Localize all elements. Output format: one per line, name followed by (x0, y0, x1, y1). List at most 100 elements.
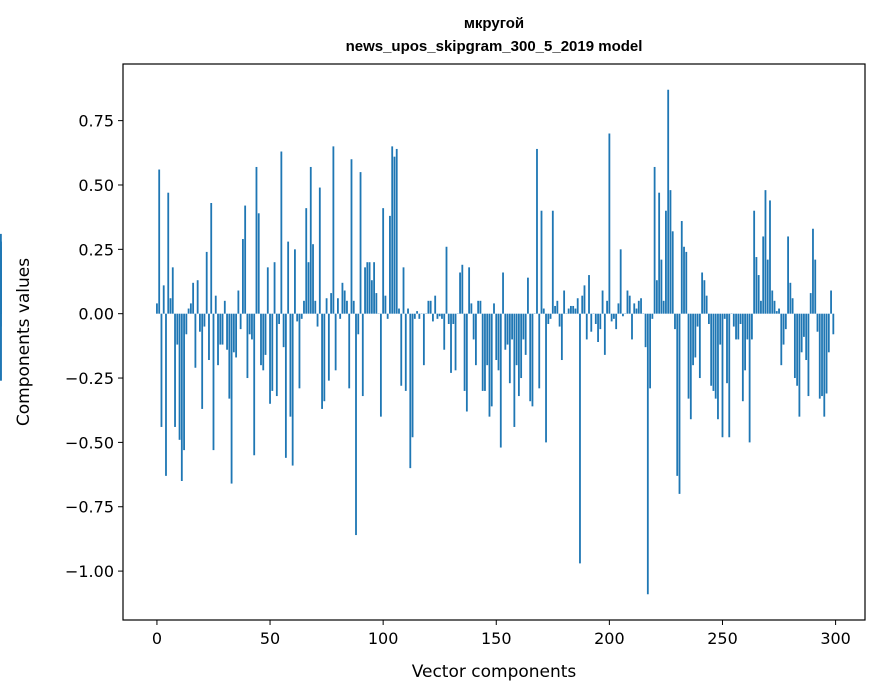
bar (226, 313, 228, 350)
bar (825, 313, 828, 394)
bar (830, 290, 832, 314)
bar (674, 313, 676, 330)
bar (332, 146, 335, 314)
bar (744, 313, 747, 371)
bar (248, 313, 251, 335)
bar (393, 156, 396, 314)
bar (667, 89, 670, 314)
bar (241, 239, 244, 314)
bar (622, 313, 624, 317)
bar (551, 210, 554, 314)
bar (384, 295, 387, 314)
bar (520, 313, 523, 379)
bar (719, 313, 722, 345)
bar (174, 313, 176, 427)
bar (766, 259, 769, 314)
bar (289, 313, 292, 417)
bar (689, 313, 692, 420)
bar (832, 313, 835, 335)
bar (633, 303, 636, 314)
bar (497, 313, 500, 371)
bar (409, 313, 412, 469)
bar (662, 300, 665, 314)
bar (708, 313, 710, 324)
bar (192, 282, 195, 314)
bar (619, 249, 622, 314)
bar (816, 313, 819, 332)
bar (275, 313, 278, 397)
bar (278, 313, 280, 324)
x-tick-label: 300 (820, 629, 851, 648)
bar (490, 313, 493, 407)
bar (570, 305, 572, 314)
bar (201, 313, 204, 409)
bar (486, 313, 489, 366)
bar (427, 300, 430, 314)
bar (307, 262, 310, 314)
bar (0, 313, 2, 381)
bar (375, 293, 378, 314)
bar (352, 300, 355, 314)
bar (273, 262, 276, 314)
bar (750, 313, 753, 340)
bar (194, 313, 197, 368)
bar (712, 313, 715, 391)
bar (579, 313, 581, 564)
bar (787, 236, 789, 314)
bar (755, 257, 758, 314)
bar (178, 313, 181, 440)
bar (305, 208, 308, 314)
y-tick-label: 0.75 (78, 112, 114, 131)
bar (547, 313, 550, 324)
bar (732, 313, 735, 327)
bar (357, 313, 360, 335)
bar (637, 300, 640, 314)
bar (361, 313, 364, 397)
bar (782, 313, 785, 345)
bar (266, 267, 269, 314)
bar (527, 277, 529, 314)
bar (612, 313, 615, 319)
bar (646, 313, 649, 595)
bar (481, 313, 484, 391)
bar (228, 313, 231, 399)
bar (827, 313, 830, 353)
bar (264, 313, 267, 355)
bar (235, 313, 238, 358)
x-axis-label: Vector components (412, 662, 577, 682)
bar (447, 313, 450, 324)
x-tick-label: 0 (152, 629, 162, 648)
bar (389, 215, 391, 314)
bar (472, 313, 475, 340)
bar (536, 148, 538, 314)
bar (402, 267, 405, 314)
bar (237, 290, 240, 314)
bar (705, 295, 708, 314)
bar (678, 313, 681, 494)
bar (685, 251, 688, 314)
bar (300, 313, 303, 319)
bar (560, 313, 563, 361)
bar (454, 313, 457, 371)
bar (599, 313, 602, 330)
bar (391, 146, 394, 314)
bar (563, 290, 566, 314)
bar (382, 208, 385, 314)
bar (635, 308, 638, 314)
bar (753, 210, 756, 314)
bar (280, 151, 283, 314)
bar (257, 213, 260, 314)
bar (212, 313, 215, 451)
bar (590, 313, 593, 332)
bar (545, 313, 547, 443)
bar (341, 282, 344, 314)
bar (171, 267, 174, 314)
bar (606, 300, 609, 314)
x-tick-label: 200 (594, 629, 625, 648)
bar (511, 313, 513, 340)
bar (809, 293, 812, 314)
bar (798, 313, 801, 417)
y-axis: −1.00 −0.75 −0.50 −0.25 0.00 0.25 0.50 0.75 (65, 112, 123, 581)
bar (617, 303, 620, 314)
bar (187, 308, 190, 314)
